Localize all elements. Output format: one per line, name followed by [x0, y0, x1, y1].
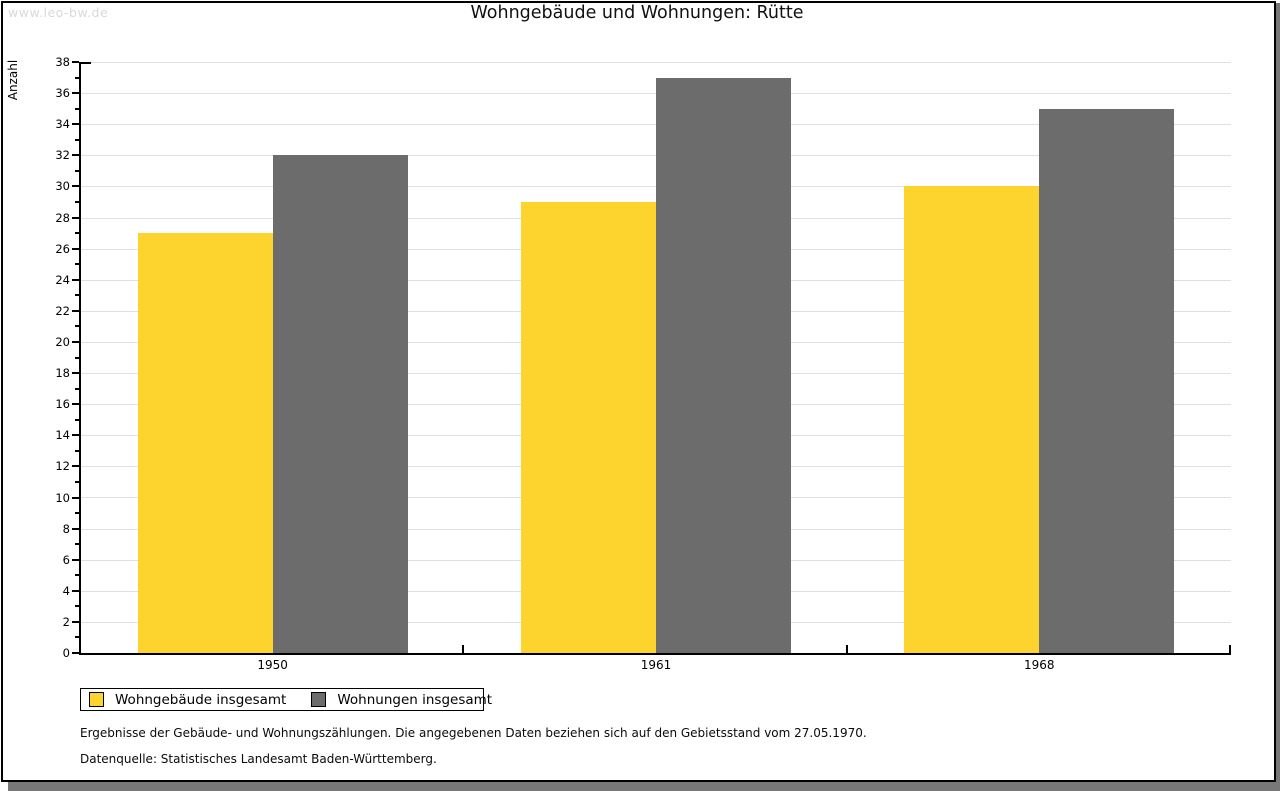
y-tick-label: 36	[55, 86, 70, 101]
window-shadow-bottom	[8, 782, 1280, 791]
footnote-datenquelle: Datenquelle: Statistisches Landesamt Bad…	[80, 752, 437, 766]
y-tick-minor	[75, 294, 79, 297]
x-axis-tick	[1229, 645, 1231, 653]
y-tick-major	[72, 309, 79, 312]
legend-swatch-wohngebaeude	[89, 692, 104, 707]
y-tick-label: 34	[55, 117, 70, 132]
y-tick-label: 2	[62, 614, 70, 629]
y-tick-major	[72, 434, 79, 437]
y-tick-major	[72, 340, 79, 343]
x-category-label: 1950	[257, 658, 288, 672]
y-tick-label: 14	[55, 428, 70, 443]
x-category-label: 1968	[1024, 658, 1055, 672]
y-tick-major	[72, 527, 79, 530]
bar-series1-1961	[656, 77, 791, 653]
bar-series0-1961	[521, 202, 656, 653]
y-tick-major	[72, 247, 79, 250]
y-tick-minor	[75, 480, 79, 483]
x-category-label: 1961	[640, 658, 672, 672]
x-axis-tick	[462, 645, 465, 653]
y-tick-major	[72, 154, 79, 157]
y-axis-end-cap	[79, 62, 91, 64]
y-tick-label: 0	[62, 646, 70, 660]
gridline	[81, 62, 1231, 63]
legend-label-wohngebaeude: Wohngebäude insgesamt	[115, 691, 287, 708]
y-tick-major	[72, 123, 79, 126]
y-tick-label: 38	[55, 55, 70, 69]
y-tick-minor	[75, 512, 79, 514]
y-tick-major	[72, 92, 79, 95]
y-tick-major	[72, 496, 79, 499]
y-tick-minor	[75, 574, 79, 577]
y-tick-label: 30	[55, 179, 70, 194]
legend-swatch-wohnungen	[311, 692, 327, 707]
bar-series0-1950	[137, 233, 273, 653]
y-tick-major	[72, 185, 79, 188]
y-tick-minor	[75, 605, 79, 608]
legend-label-wohnungen: Wohnungen insgesamt	[337, 691, 493, 708]
bar-series1-1968	[1039, 108, 1175, 653]
y-tick-label: 10	[55, 490, 70, 505]
y-tick-label: 32	[55, 148, 70, 163]
y-tick-major	[72, 278, 79, 281]
y-tick-label: 22	[55, 303, 70, 318]
window-shadow-right	[1276, 3, 1280, 791]
y-tick-minor	[75, 387, 79, 390]
y-tick-minor	[75, 138, 79, 141]
y-tick-minor	[75, 356, 79, 359]
y-tick-minor	[75, 201, 79, 203]
y-tick-label: 16	[55, 397, 70, 412]
y-tick-major	[72, 61, 79, 63]
y-tick-major	[72, 372, 79, 375]
y-tick-label: 28	[55, 210, 70, 225]
y-tick-major	[72, 620, 79, 623]
y-tick-minor	[75, 325, 79, 328]
y-tick-minor	[75, 543, 79, 546]
footnote-gebietsstand: Ergebnisse der Gebäude- und Wohnungszähl…	[80, 726, 867, 740]
y-tick-minor	[75, 169, 79, 172]
y-tick-minor	[75, 263, 79, 266]
y-tick-major	[72, 589, 79, 592]
y-tick-minor	[75, 418, 79, 421]
y-tick-major	[72, 465, 79, 468]
y-tick-minor	[75, 449, 79, 452]
y-tick-label: 20	[55, 334, 70, 349]
y-tick-major	[72, 403, 79, 406]
bar-series1-1950	[272, 155, 408, 653]
y-tick-label: 26	[55, 241, 70, 256]
y-tick-minor	[75, 232, 79, 235]
y-tick-label: 4	[62, 583, 70, 598]
y-tick-major	[72, 558, 79, 561]
chart-title: Wohngebäude und Wohnungen: Rütte	[470, 3, 804, 23]
bar-series0-1968	[904, 186, 1040, 653]
y-tick-label: 24	[55, 272, 70, 287]
x-axis-tick	[845, 645, 848, 653]
y-tick-label: 8	[62, 521, 70, 536]
y-tick-label: 18	[55, 366, 70, 381]
y-tick-minor	[75, 76, 79, 79]
y-tick-label: 6	[62, 552, 70, 567]
x-axis-line	[79, 653, 1231, 655]
y-tick-label: 12	[55, 459, 70, 474]
watermark: www.leo-bw.de	[8, 5, 109, 20]
y-tick-major	[72, 652, 79, 654]
y-tick-minor	[75, 107, 79, 110]
y-tick-minor	[75, 636, 79, 639]
y-tick-major	[72, 216, 79, 219]
legend: Wohngebäude insgesamt Wohnungen insgesam…	[80, 688, 492, 711]
y-axis-line	[79, 62, 81, 655]
